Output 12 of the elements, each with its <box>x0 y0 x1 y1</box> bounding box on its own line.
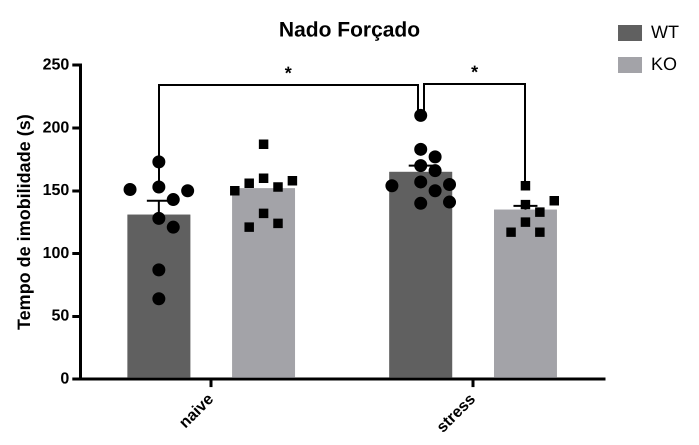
y-tick-label: 150 <box>42 182 70 200</box>
annotation: * <box>284 63 292 84</box>
legend-label: WT <box>651 22 680 42</box>
y-tick-label: 0 <box>60 370 70 388</box>
y-tick-label: 100 <box>42 244 70 262</box>
y-axis-title: Tempo de imobilidade (s) <box>14 114 34 330</box>
y-tick-label: 50 <box>52 308 70 325</box>
legend-label: KO <box>651 54 678 74</box>
annotation: * <box>471 62 478 82</box>
chart-title: Nado Forçado <box>278 18 420 42</box>
y-tick-label: 250 <box>42 56 70 74</box>
y-tick-label: 200 <box>42 119 70 136</box>
